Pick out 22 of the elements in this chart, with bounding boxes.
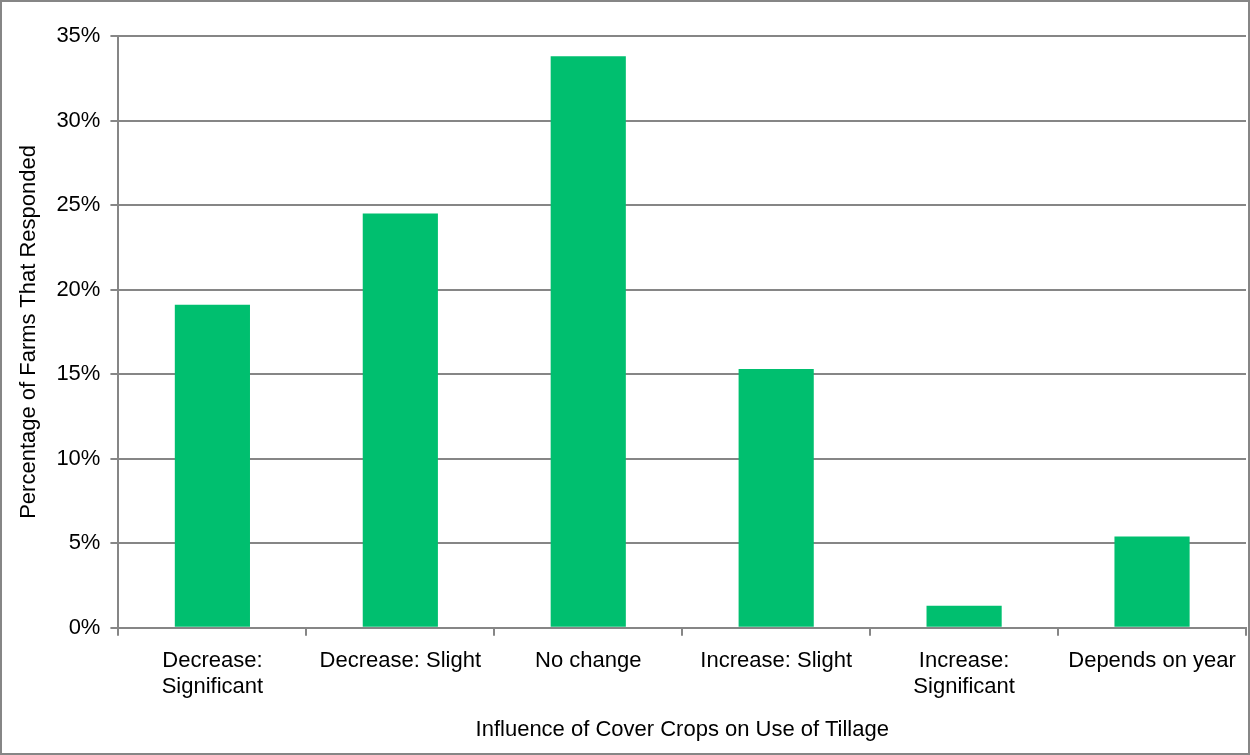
bar: [926, 605, 1002, 627]
y-tick-label: 0%: [68, 613, 101, 639]
y-tick-label: 25%: [56, 191, 101, 217]
x-tick-label: No change: [535, 647, 642, 673]
bar: [1114, 536, 1190, 627]
y-tick-label: 5%: [68, 529, 101, 555]
x-axis-title: Influence of Cover Crops on Use of Tillage: [475, 715, 889, 741]
bar: [174, 304, 250, 627]
y-tick-label: 20%: [56, 275, 101, 301]
y-axis-title: Percentage of Farms That Responded: [15, 144, 41, 519]
y-tick-label: 35%: [56, 22, 101, 48]
x-tick-label: Increase: Slight: [700, 647, 852, 673]
x-tick-label: Increase: Significant: [913, 647, 1015, 699]
bar: [738, 369, 814, 627]
x-tick-label: Decrease: Slight: [319, 647, 482, 673]
y-tick-label: 30%: [56, 106, 101, 132]
x-tick-label: Depends on year: [1068, 647, 1236, 673]
y-tick-label: 10%: [56, 444, 101, 470]
bar: [550, 56, 626, 627]
bar: [362, 213, 438, 627]
x-tick-label: Decrease: Significant: [161, 647, 264, 699]
y-tick-label: 15%: [56, 360, 101, 386]
